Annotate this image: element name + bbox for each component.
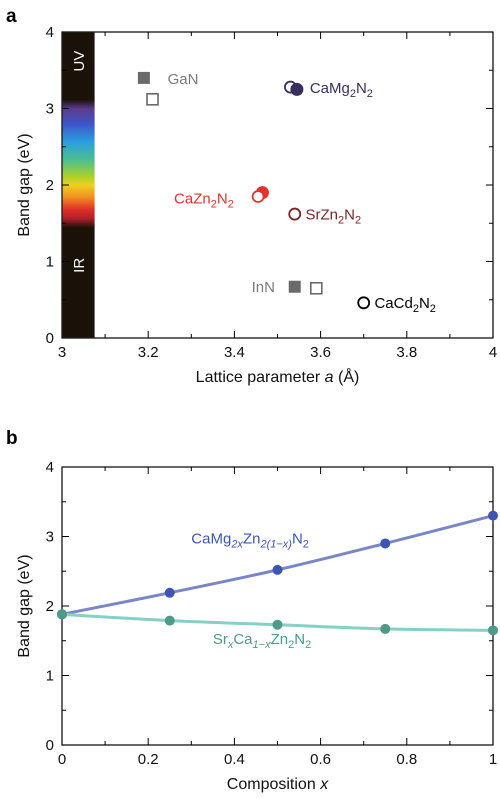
point-label-cacd2n2: CaCd2N2	[374, 295, 435, 315]
panel-b-plot-frame	[61, 466, 494, 746]
ir-label: IR	[71, 258, 88, 273]
x-tick-label: 0.8	[396, 751, 417, 768]
x-tick-label: 0.6	[310, 751, 331, 768]
x-tick-label: 3	[58, 344, 66, 361]
point-label-srzn2n2: SrZn2N2	[306, 206, 362, 226]
x-tick-label: 0	[58, 751, 66, 768]
x-tick-label: 1	[489, 751, 497, 768]
panel-a-plot-frame	[61, 31, 494, 339]
series-0-point	[488, 510, 498, 521]
x-tick-label: 3.8	[396, 344, 417, 361]
point-gan-filled-square	[137, 71, 150, 84]
series-1-point	[164, 615, 175, 626]
panel-a-y-axis-label: Band gap (eV)	[16, 133, 33, 236]
series-1-point	[380, 623, 391, 634]
point-cacd2n2-open-circle	[357, 296, 371, 310]
series-1-point	[57, 609, 67, 620]
point-inn-filled-square	[288, 280, 301, 293]
panel-a-label: a	[6, 6, 17, 27]
y-tick-label: 3	[46, 529, 54, 546]
y-tick-label: 2	[46, 598, 54, 615]
y-tick-label: 4	[46, 459, 54, 476]
series-label-1: SrxCa1−xZn2N2	[213, 631, 311, 651]
series-1-point	[488, 625, 498, 636]
series-0-point	[164, 587, 175, 598]
panel-a: a UV IR 3 3.2 3.4 3.6 3.8 4 0 1 2 3 4 GaN InN CaMg2N…	[6, 6, 497, 386]
y-tick-label: 1	[46, 668, 54, 685]
uv-label: UV	[71, 51, 88, 72]
panel-a-points: GaN InN CaMg2N2 CaZn2N2 SrZn2N2 CaCd2N2	[137, 71, 436, 315]
point-label-camg2n2: CaMg2N2	[310, 80, 373, 100]
series-1-point	[272, 619, 283, 630]
point-cazn2n2-open-circle	[251, 190, 265, 203]
x-tick-label: 3.2	[138, 344, 159, 361]
panel-b-x-axis-label: Composition x	[227, 776, 329, 793]
series-0-point	[272, 564, 283, 575]
x-tick-label: 3.4	[224, 344, 245, 361]
panel-a-x-axis-label: Lattice parameter a (Å)	[196, 367, 360, 386]
panel-b-series: CaMg2xZn2(1−x)N2 SrxCa1−xZn2N2	[57, 510, 498, 651]
y-tick-label: 3	[46, 101, 54, 118]
x-tick-label: 0.4	[224, 751, 245, 768]
point-srzn2n2-open-circle	[288, 207, 302, 221]
panel-a-ticks: 3 3.2 3.4 3.6 3.8 4 0 1 2 3 4	[46, 24, 498, 361]
x-tick-label: 4	[489, 344, 497, 361]
y-tick-label: 4	[46, 24, 54, 41]
y-tick-label: 1	[46, 254, 54, 271]
series-label-0: CaMg2xZn2(1−x)N2	[191, 530, 309, 550]
x-tick-label: 0.2	[138, 751, 159, 768]
series-0-point	[380, 538, 391, 549]
point-label-inn: InN	[252, 279, 275, 296]
panel-b-ticks: 0 0.2 0.4 0.6 0.8 1 0 1 2 3 4	[46, 459, 498, 768]
point-camg2n2-filled-circle	[290, 82, 304, 96]
point-label-gan: GaN	[168, 71, 199, 88]
y-tick-label: 2	[46, 177, 54, 194]
y-tick-label: 0	[46, 737, 54, 754]
point-inn-open-square	[309, 281, 323, 295]
panel-b: b 0 0.2 0.4 0.6 0.8 1 0 1 2 3 4 CaMg2xZn2(1−x)N2 Sr…	[6, 428, 498, 793]
point-gan-open-square	[146, 93, 159, 106]
y-tick-label: 0	[46, 330, 54, 347]
panel-b-label: b	[6, 428, 18, 449]
panel-b-y-axis-label: Band gap (eV)	[16, 554, 33, 657]
x-tick-label: 3.6	[310, 344, 331, 361]
point-label-cazn2n2: CaZn2N2	[174, 190, 234, 210]
